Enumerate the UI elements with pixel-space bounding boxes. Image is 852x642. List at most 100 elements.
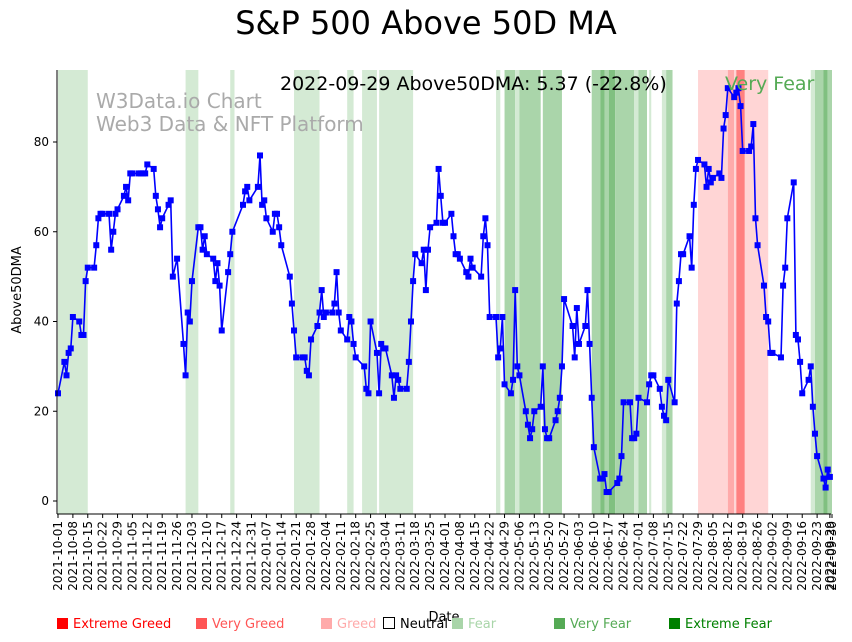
data-point	[305, 372, 312, 379]
data-point	[274, 210, 281, 217]
x-tick-label: 2021-10-08	[66, 521, 80, 591]
data-point	[820, 475, 827, 482]
data-point	[395, 376, 402, 383]
data-point	[82, 278, 89, 285]
band-fear	[379, 70, 414, 514]
data-point	[656, 385, 663, 392]
data-point	[418, 260, 425, 267]
data-point	[769, 349, 776, 356]
data-point	[344, 336, 351, 343]
data-point	[199, 246, 206, 253]
data-point	[244, 183, 251, 190]
data-point	[65, 349, 72, 356]
data-point	[388, 372, 395, 379]
data-point	[688, 264, 695, 271]
data-point	[110, 228, 117, 235]
data-point	[301, 354, 308, 361]
data-point	[212, 278, 219, 285]
band-very-fear	[604, 70, 609, 514]
band-very-fear	[504, 70, 516, 514]
data-point	[558, 363, 565, 370]
data-point	[469, 264, 476, 271]
data-point	[259, 201, 266, 208]
data-point	[303, 367, 310, 374]
data-point	[165, 201, 172, 208]
data-point	[367, 318, 374, 325]
data-point	[522, 408, 529, 415]
x-tick-label: 2022-03-18	[408, 521, 422, 591]
data-point	[337, 327, 344, 334]
x-tick-label: 2022-01-21	[289, 521, 303, 591]
data-point	[701, 161, 708, 168]
legend-item-neutral: Neutral	[383, 617, 448, 632]
x-tick-label: 2022-05-27	[557, 521, 571, 591]
data-point	[373, 349, 380, 356]
band-fear	[810, 70, 815, 514]
data-point	[335, 309, 342, 316]
y-tick-label: 20	[34, 404, 49, 418]
data-point	[63, 372, 70, 379]
data-point	[507, 390, 514, 397]
x-tick-label: 2022-07-22	[676, 521, 690, 591]
data-point	[703, 183, 710, 190]
data-point	[239, 201, 246, 208]
legend-swatch	[321, 618, 332, 629]
legend-item-very-fear: Very Fear	[554, 617, 631, 632]
x-tick-label: 2022-08-05	[706, 521, 720, 591]
series-above50dma	[55, 85, 833, 496]
watermark-line-1: W3Data.io Chart	[96, 89, 262, 113]
data-point	[229, 228, 236, 235]
data-point	[716, 170, 723, 177]
data-point	[76, 318, 83, 325]
x-tick-label: 2022-09-30	[825, 521, 839, 591]
data-point	[531, 408, 538, 415]
data-point	[616, 475, 623, 482]
x-tick-label: 2021-11-26	[170, 521, 184, 591]
data-point	[556, 394, 563, 401]
data-point	[514, 363, 521, 370]
x-tick-label: 2022-07-29	[691, 521, 705, 591]
data-point	[437, 192, 444, 199]
data-point	[644, 399, 651, 406]
data-point	[493, 314, 500, 321]
data-point	[376, 390, 383, 397]
legend-label: Fear	[468, 617, 497, 632]
data-point	[539, 363, 546, 370]
data-point	[197, 224, 204, 231]
x-tick-label: 2022-05-06	[512, 521, 526, 591]
data-point	[242, 188, 249, 195]
data-point	[112, 210, 119, 217]
data-point	[495, 354, 502, 361]
y-tick-label: 40	[34, 315, 49, 329]
band-very-fear	[827, 70, 832, 514]
data-point	[754, 242, 761, 249]
legend-item-extreme-greed: Extreme Greed	[57, 617, 171, 632]
data-point	[790, 179, 797, 186]
data-point	[365, 390, 372, 397]
x-tick-label: 2021-12-24	[230, 521, 244, 591]
x-tick-label: 2022-06-10	[587, 521, 601, 591]
band-very-fear	[615, 70, 635, 514]
band-fear	[496, 70, 501, 514]
data-point	[748, 143, 755, 150]
x-tick-label: 2021-10-29	[111, 521, 125, 591]
data-point	[454, 251, 461, 258]
data-point	[524, 421, 531, 428]
data-point	[497, 345, 504, 352]
x-tick-label: 2022-04-22	[483, 521, 497, 591]
legend-swatch	[554, 618, 565, 629]
data-point	[174, 255, 181, 262]
data-point	[144, 161, 151, 168]
data-point	[686, 233, 693, 240]
data-point	[114, 206, 121, 213]
data-point	[288, 300, 295, 307]
data-point	[329, 309, 336, 316]
data-point	[169, 273, 176, 280]
data-point	[278, 242, 285, 249]
data-point	[150, 165, 157, 172]
band-very-fear	[591, 70, 601, 514]
band-very-fear	[519, 70, 541, 514]
band-fear	[294, 70, 320, 514]
x-tick-label: 2022-09-23	[810, 521, 824, 591]
band-very-fear	[542, 70, 562, 514]
